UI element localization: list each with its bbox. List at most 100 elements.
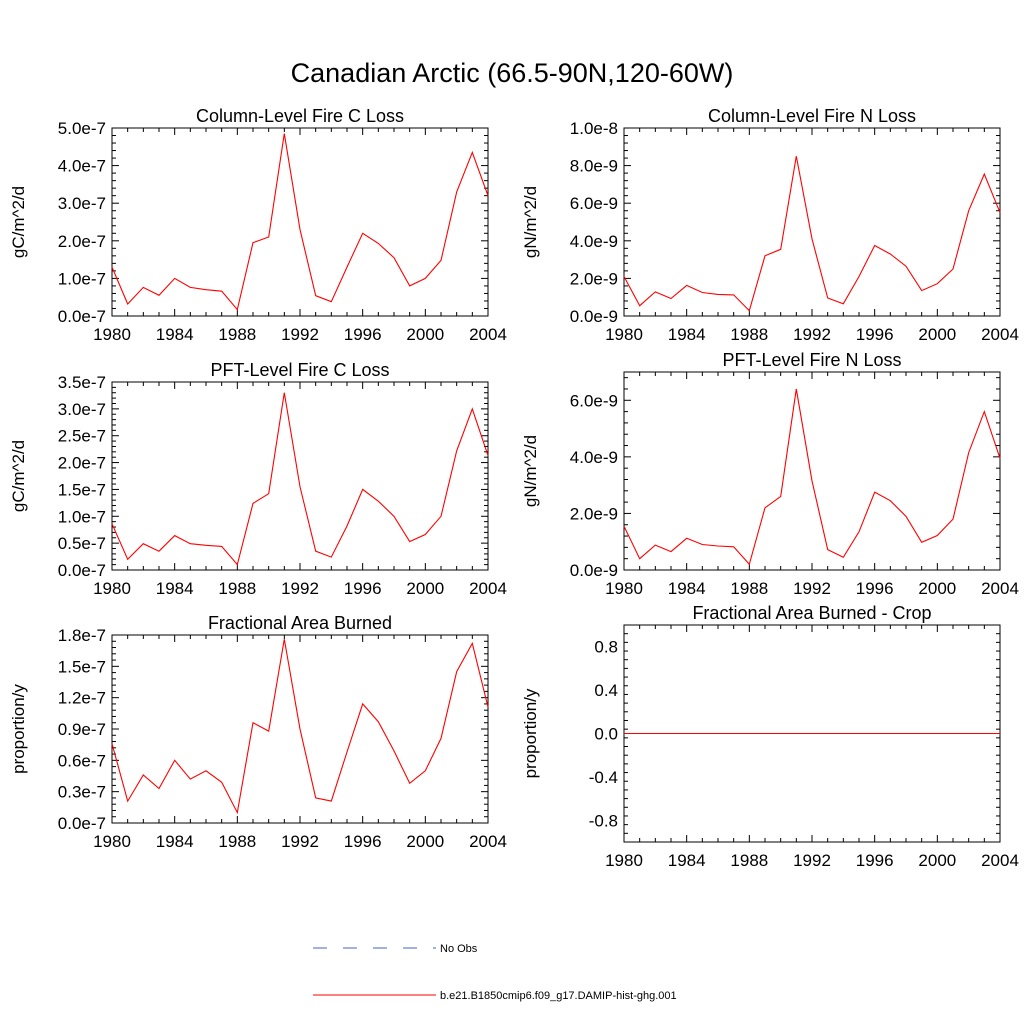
panel-title: Fractional Area Burned - Crop [692,603,931,623]
x-tick-label: 1980 [605,579,643,598]
x-tick-label: 2000 [918,851,956,870]
x-tick-label: 2004 [469,832,507,851]
x-tick-label: 2004 [469,579,507,598]
chart-panel-1: Column-Level Fire C Loss 1980 1984 1988 1992… [9,106,507,344]
y-axis-label: gN/m^2/d [521,435,540,507]
x-tick-label: 2004 [981,325,1019,344]
plot-frame [623,127,1001,317]
x-tick-label: 2004 [981,579,1019,598]
x-tick-label: 1980 [605,851,643,870]
plot-frame [623,371,1001,571]
y-tick-label: 8.0e-9 [570,157,618,176]
x-tick-label: 1996 [856,325,894,344]
y-tick-label: 5.0e-7 [58,119,106,138]
x-tick-label: 2004 [469,325,507,344]
panel-title: Column-Level Fire C Loss [196,106,404,126]
x-tick-label: 1992 [793,851,831,870]
y-tick-label: 0.0e-9 [570,561,618,580]
y-tick-label: 1.0e-8 [570,119,618,138]
x-tick-label: 2000 [918,325,956,344]
y-tick-label: 1.2e-7 [58,689,106,708]
legend: No Obs b.e21.B1850cmip6.f09_g17.DAMIP-hi… [313,943,677,1002]
legend-label-no-obs: No Obs [440,943,478,955]
chart-panel-4: PFT-Level Fire N Loss 1980 1984 1988 1992 199… [521,350,1019,598]
y-axis-label: gC/m^2/d [9,440,28,512]
y-tick-label: 2.5e-7 [58,427,106,446]
y-tick-label: -0.4 [589,768,618,787]
x-tick-label: 1996 [344,579,382,598]
x-tick-label: 1980 [93,325,131,344]
panel-title: PFT-Level Fire C Loss [210,360,389,380]
y-tick-label: 4.0e-9 [570,448,618,467]
y-tick-label: -0.8 [589,811,618,830]
y-tick-label: 0.4 [594,681,618,700]
series-line-1 [111,392,489,566]
chart-panel-3: PFT-Level Fire C Loss 1980 1984 1988 1992 199… [9,360,507,598]
y-tick-label: 0.8 [594,638,618,657]
x-tick-label: 1996 [344,325,382,344]
x-tick-label: 1984 [668,579,706,598]
y-tick-label: 0.6e-7 [58,751,106,770]
y-tick-label: 1.8e-7 [58,626,106,645]
y-tick-label: 0.0e-7 [58,814,106,833]
x-tick-label: 1988 [730,325,768,344]
series-line-1 [111,133,489,311]
x-tick-label: 1988 [730,579,768,598]
x-tick-label: 1984 [668,851,706,870]
x-tick-label: 1992 [281,325,319,344]
x-tick-label: 2000 [406,325,444,344]
y-tick-label: 2.0e-7 [58,232,106,251]
y-tick-label: 2.0e-9 [570,504,618,523]
panel-title: Fractional Area Burned [208,613,392,633]
y-tick-label: 6.0e-9 [570,194,618,213]
y-tick-label: 2.0e-9 [570,269,618,288]
x-tick-label: 2000 [406,832,444,851]
y-tick-label: 3.0e-7 [58,194,106,213]
y-tick-label: 4.0e-9 [570,232,618,251]
y-tick-label: 1.5e-7 [58,657,106,676]
y-tick-label: 0.3e-7 [58,783,106,802]
legend-item-model-run: b.e21.B1850cmip6.f09_g17.DAMIP-hist-ghg.… [313,990,677,1002]
x-tick-label: 2004 [981,851,1019,870]
x-tick-label: 1992 [793,579,831,598]
legend-label-model-run: b.e21.B1850cmip6.f09_g17.DAMIP-hist-ghg.… [440,990,677,1002]
y-axis-label: proportion/y [9,684,28,774]
y-tick-label: 3.0e-7 [58,400,106,419]
x-tick-label: 1988 [730,851,768,870]
x-tick-label: 1988 [218,832,256,851]
chart-panel-6: Fractional Area Burned - Crop 1980 1984 198… [521,603,1019,870]
x-tick-label: 1988 [218,325,256,344]
x-tick-label: 1996 [344,832,382,851]
y-tick-label: 0.5e-7 [58,534,106,553]
x-tick-label: 1984 [156,579,194,598]
x-tick-label: 1984 [156,325,194,344]
series-line-1 [111,639,489,815]
y-tick-label: 6.0e-9 [570,391,618,410]
x-tick-label: 2000 [918,579,956,598]
x-tick-label: 1988 [218,579,256,598]
x-tick-label: 1996 [856,851,894,870]
x-tick-label: 2000 [406,579,444,598]
series-line-1 [623,388,1001,566]
x-tick-label: 1980 [93,579,131,598]
x-tick-label: 1992 [281,579,319,598]
panel-grid: Column-Level Fire C Loss 1980 1984 1988 1992… [9,106,1019,870]
plot-frame [111,127,489,317]
y-tick-label: 0.0 [594,725,618,744]
y-tick-label: 1.0e-7 [58,507,106,526]
x-tick-label: 1992 [281,832,319,851]
x-tick-label: 1980 [93,832,131,851]
y-axis-label: gN/m^2/d [521,186,540,258]
figure-title: Canadian Arctic (66.5-90N,120-60W) [291,58,734,88]
chart-panel-5: Fractional Area Burned 1980 1984 1988 1992 19… [9,613,507,851]
y-tick-label: 3.5e-7 [58,373,106,392]
x-tick-label: 1992 [793,325,831,344]
chart-panel-2: Column-Level Fire N Loss 1980 1984 1988 1992… [521,106,1019,344]
y-axis-label: gC/m^2/d [9,186,28,258]
y-tick-label: 0.9e-7 [58,720,106,739]
panel-title: PFT-Level Fire N Loss [722,350,901,370]
series-line-1 [623,156,1001,312]
x-tick-label: 1984 [668,325,706,344]
x-tick-label: 1984 [156,832,194,851]
